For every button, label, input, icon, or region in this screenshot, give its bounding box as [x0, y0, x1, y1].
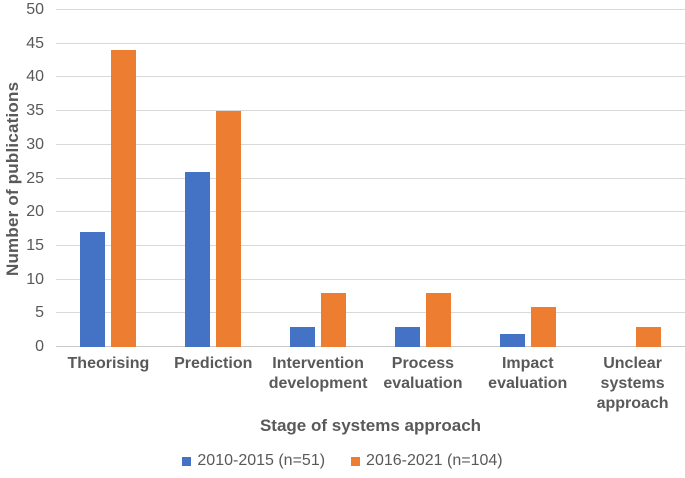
gridline [56, 42, 685, 44]
y-tick-label: 40 [26, 68, 44, 86]
y-tick-label: 5 [35, 304, 44, 322]
x-category-label: Theorising [67, 355, 150, 372]
bar [111, 50, 137, 347]
bar [394, 326, 420, 347]
bar [530, 306, 556, 347]
x-category-label: Process evaluation [383, 355, 463, 392]
gridline [56, 211, 685, 213]
legend-item: 2010-2015 (n=51) [182, 452, 325, 470]
legend-label: 2010-2015 (n=51) [197, 452, 326, 469]
legend-label: 2016-2021 (n=104) [366, 452, 503, 469]
gridline [56, 177, 685, 179]
y-tick-label: 15 [26, 236, 44, 254]
bar [499, 333, 525, 347]
bar-group [475, 10, 580, 347]
bar-group [56, 10, 161, 347]
gridline [56, 244, 685, 246]
bar-group [266, 10, 371, 347]
y-tick-label: 10 [26, 270, 44, 288]
y-tick-label: 20 [26, 203, 44, 221]
bar [216, 111, 242, 347]
x-axis-title: Stage of systems approach [259, 416, 482, 435]
x-category-label: Prediction [174, 355, 253, 372]
bar [635, 326, 661, 347]
y-tick-label: 30 [26, 135, 44, 153]
x-category-labels: Theorising Prediction Intervention develop… [56, 354, 685, 416]
gridline [56, 110, 685, 112]
y-tick-label: 50 [26, 1, 44, 18]
y-tick-label: 45 [26, 34, 44, 52]
gridline [56, 312, 685, 314]
bar [80, 232, 106, 347]
bar-group [371, 10, 476, 347]
legend-swatch-icon [182, 456, 192, 466]
gridline [56, 76, 685, 78]
y-tick-label: 35 [26, 102, 44, 120]
gridline [56, 9, 685, 10]
bar-group [161, 10, 266, 347]
x-axis-line [56, 346, 685, 347]
bar-group [580, 10, 685, 347]
x-category-label: Intervention development [268, 355, 368, 392]
x-category-label: Impact evaluation [488, 355, 568, 392]
y-tick-label: 25 [26, 169, 44, 187]
bar [321, 293, 347, 347]
legend-swatch-icon [351, 456, 361, 466]
plot-area [56, 9, 685, 347]
gridline [56, 278, 685, 280]
chart-legend: 2010-2015 (n=51) 2016-2021 (n=104) [0, 452, 685, 470]
bar [425, 293, 451, 347]
bar [185, 171, 211, 347]
x-category-label: Unclear systems approach [596, 355, 669, 412]
bar [290, 326, 316, 347]
gridline [56, 143, 685, 145]
legend-item: 2016-2021 (n=104) [351, 452, 503, 470]
y-axis-ticks: 0 5 10 15 20 25 30 35 40 45 50 [0, 1, 48, 355]
y-tick-label: 0 [35, 338, 44, 355]
